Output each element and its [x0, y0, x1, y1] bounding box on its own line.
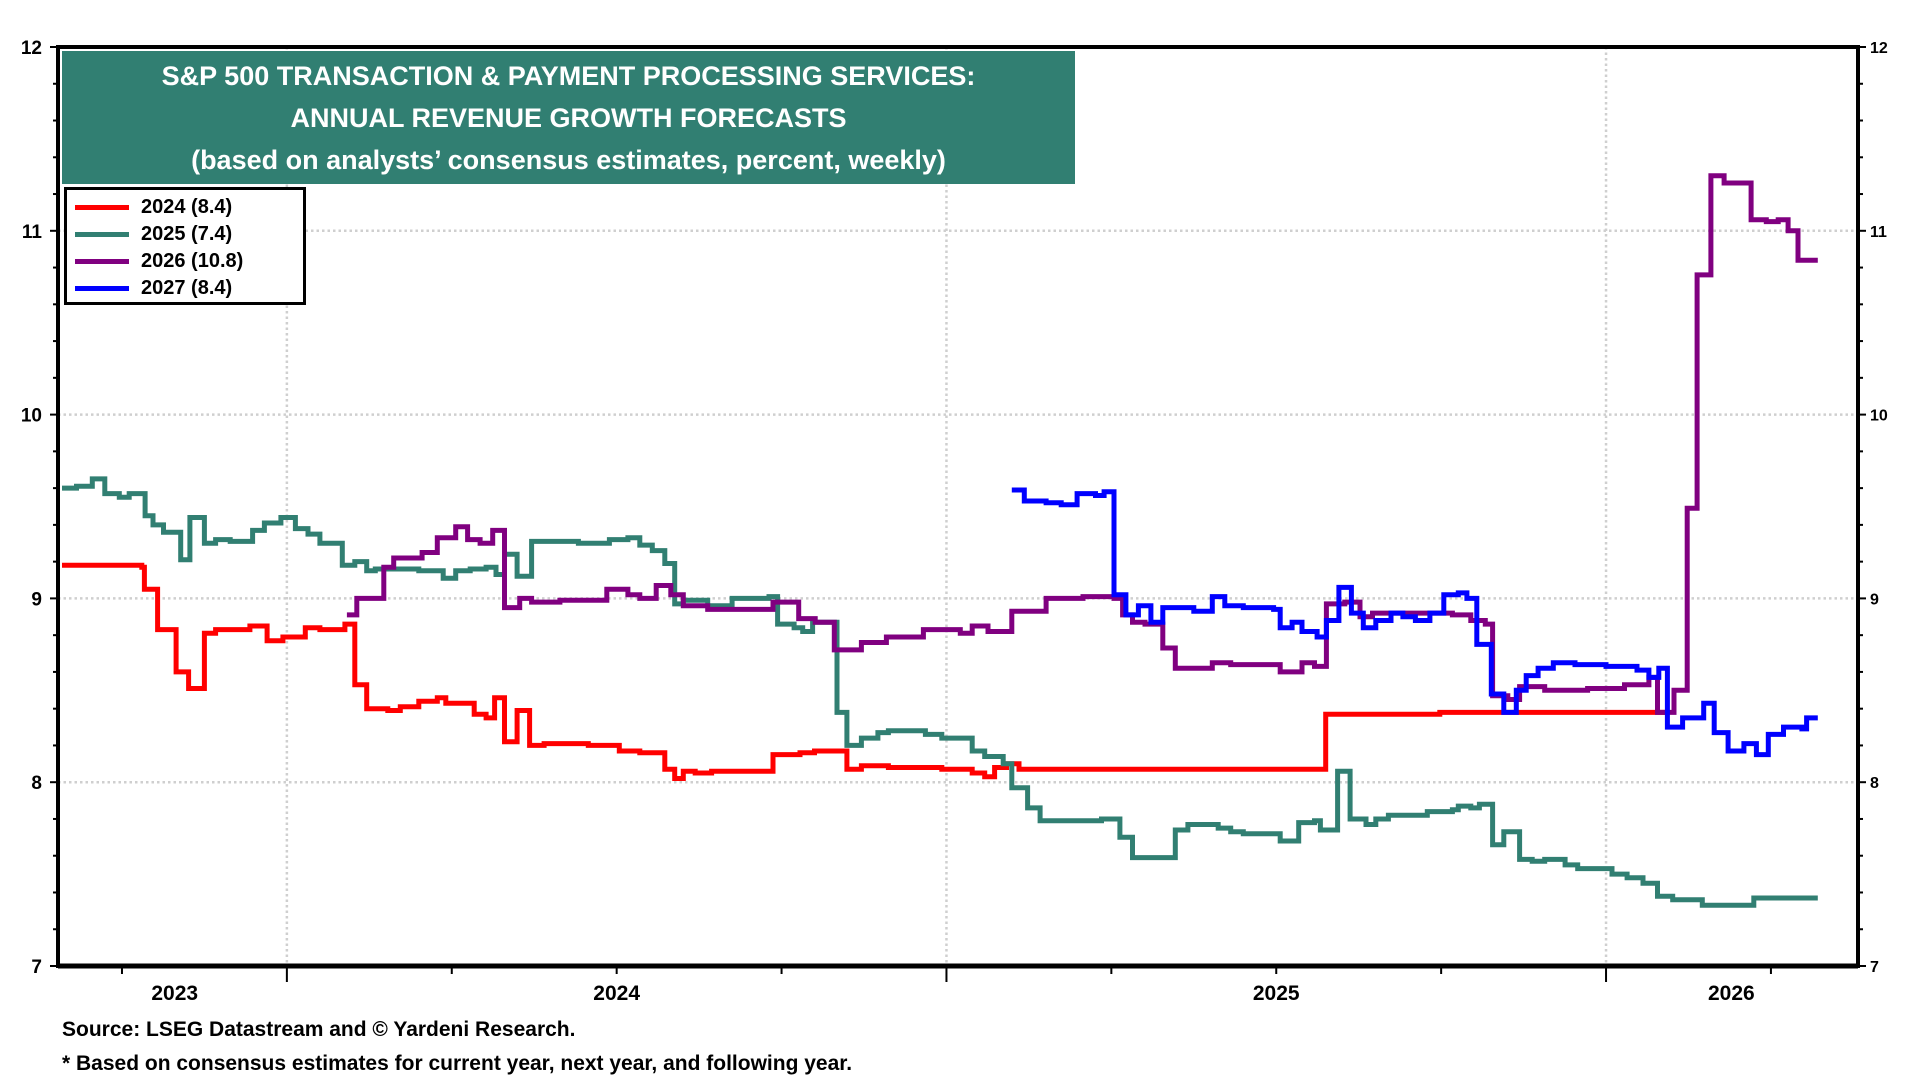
y-tick-label-left: 8	[31, 773, 42, 794]
series-line-2024	[62, 562, 1669, 781]
y-tick-label-right: 11	[1870, 224, 1887, 241]
legend-swatch	[75, 286, 129, 291]
legend-item-2026: 2026 (10.8)	[75, 248, 303, 275]
title-line-3: (based on analysts’ consensus estimates,…	[191, 145, 946, 175]
series-line-2025	[62, 476, 1818, 908]
y-tick-label-right: 8	[1870, 775, 1879, 792]
x-tick-label: 2025	[1253, 982, 1300, 1005]
legend-swatch	[75, 232, 129, 237]
legend: 2024 (8.4) 2025 (7.4) 2026 (10.8) 2027 (…	[64, 187, 306, 305]
footnote: * Based on consensus estimates for curre…	[62, 1052, 853, 1075]
source-note: Source: LSEG Datastream and © Yardeni Re…	[62, 1018, 576, 1041]
y-tick-label-left: 10	[21, 406, 42, 427]
y-tick-label-right: 9	[1870, 591, 1879, 608]
legend-label: 2024 (8.4)	[141, 196, 233, 218]
y-tick-label-left: 9	[31, 589, 42, 610]
legend-label: 2025 (7.4)	[141, 223, 233, 245]
legend-item-2025: 2025 (7.4)	[75, 221, 303, 248]
x-tick-label: 2026	[1708, 982, 1755, 1005]
legend-label: 2026 (10.8)	[141, 250, 244, 272]
title-line-2: ANNUAL REVENUE GROWTH FORECASTS	[290, 103, 847, 133]
series-line-2026	[346, 173, 1818, 715]
legend-swatch	[75, 205, 129, 210]
y-tick-label-right: 10	[1870, 408, 1888, 425]
legend-label: 2027 (8.4)	[141, 277, 233, 299]
y-tick-label-right: 7	[1870, 959, 1879, 976]
y-tick-label-left: 11	[22, 222, 43, 243]
y-tick-label-right: 12	[1870, 40, 1888, 57]
legend-item-2024: 2024 (8.4)	[75, 194, 303, 221]
legend-swatch	[75, 259, 129, 264]
series-line-2027	[1011, 487, 1818, 758]
y-tick-label-left: 7	[31, 957, 42, 978]
title-line-1: S&P 500 TRANSACTION & PAYMENT PROCESSING…	[161, 61, 976, 91]
chart-title: S&P 500 TRANSACTION & PAYMENT PROCESSING…	[62, 51, 1075, 184]
y-tick-label-left: 12	[21, 38, 42, 59]
x-tick-label: 2024	[593, 982, 640, 1005]
x-tick-label: 2023	[151, 982, 198, 1005]
legend-item-2027: 2027 (8.4)	[75, 275, 303, 302]
